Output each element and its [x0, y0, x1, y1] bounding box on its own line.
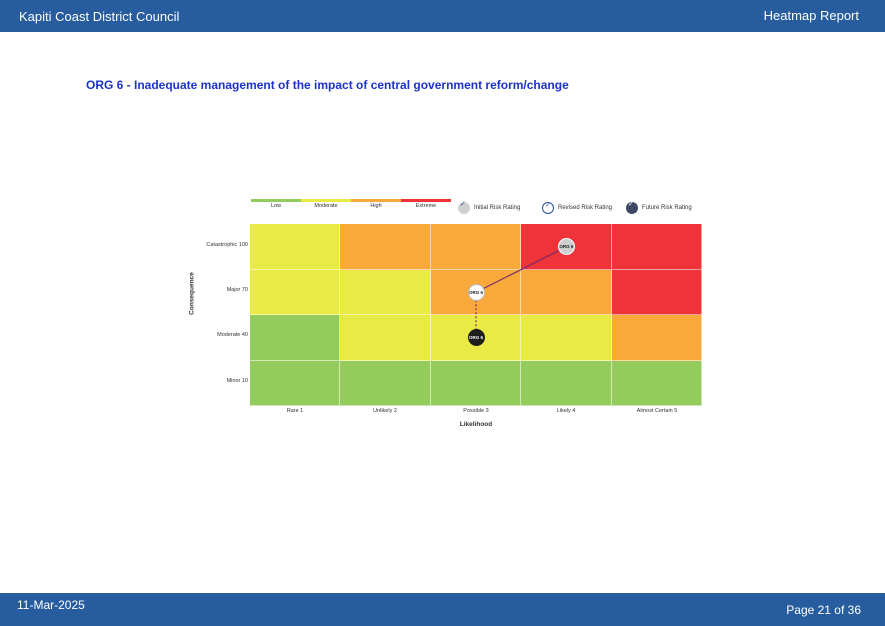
heatmap-cell — [611, 224, 702, 270]
heatmap-cell — [611, 360, 702, 406]
heatmap-cell — [340, 360, 431, 406]
consequence-catastrophic: Catastrophic 100 — [206, 242, 248, 248]
heatmap-cell — [340, 315, 431, 361]
future-risk-marker[interactable]: ORG 6 — [467, 329, 485, 347]
likelihood-rare: Rare 1 — [286, 408, 304, 414]
likelihood-unlikely: Unlikely 2 — [373, 408, 397, 414]
consequence-minor: Minor 10 — [226, 378, 248, 384]
initial-risk-marker[interactable]: ORG 6 — [557, 238, 575, 256]
likelihood-possible: Possible 3 — [463, 408, 489, 414]
report-date: 11-Mar-2025 — [17, 598, 85, 612]
heatmap-cell — [611, 269, 702, 315]
organisation-name: Kapiti Coast District Council — [19, 9, 180, 24]
heatmap-cell — [250, 315, 341, 361]
heatmap-cell — [521, 269, 612, 315]
heatmap-cell — [611, 315, 702, 361]
legend-low-label: Low — [270, 203, 282, 209]
page-number: Page 21 of 36 — [786, 603, 861, 617]
legend-low-swatch — [251, 199, 301, 202]
legend-future-rating: ✓ Future Risk Rating — [626, 201, 692, 215]
future-rating-icon: ✓ — [626, 201, 638, 214]
heatmap-cell — [250, 360, 341, 406]
likelihood-almost-certain: Almost Certain 5 — [636, 408, 678, 414]
report-footer: 11-Mar-2025 Page 21 of 36 — [0, 593, 885, 626]
heatmap-cell — [340, 269, 431, 315]
heatmap-cell — [521, 315, 612, 361]
revised-rating-icon: ✓ — [542, 202, 554, 214]
consequence-moderate: Moderate 40 — [217, 332, 248, 338]
initial-rating-icon: ✓ — [458, 201, 470, 214]
consequence-major: Major 70 — [226, 287, 248, 293]
x-axis-label: Likelihood — [459, 421, 493, 428]
legend-high-label: High — [370, 203, 382, 209]
revised-risk-marker[interactable]: ORG 6 — [467, 283, 485, 301]
legend-moderate-label: Moderate — [314, 203, 338, 209]
legend-revised-rating: ✓ Revised Risk Rating — [542, 201, 612, 215]
legend-moderate-swatch — [301, 199, 351, 202]
risk-title: ORG 6 - Inadequate management of the imp… — [86, 78, 569, 92]
legend-extreme-label: Extreme — [415, 203, 437, 209]
report-type: Heatmap Report — [763, 8, 859, 23]
heatmap-cell — [250, 224, 341, 270]
heatmap-cell — [340, 224, 431, 270]
legend-high-swatch — [351, 199, 401, 202]
heatmap-cell — [430, 224, 522, 270]
likelihood-likely: Likely 4 — [556, 408, 576, 414]
legend-initial-rating: ✓ Initial Risk Rating — [458, 201, 520, 215]
heatmap-cell — [250, 269, 341, 315]
legend-extreme-swatch — [401, 199, 451, 202]
heatmap-cell — [521, 360, 612, 406]
heatmap-cell — [430, 360, 522, 406]
report-header: Kapiti Coast District Council Heatmap Re… — [0, 0, 885, 32]
initial-to-revised-line — [475, 246, 567, 293]
